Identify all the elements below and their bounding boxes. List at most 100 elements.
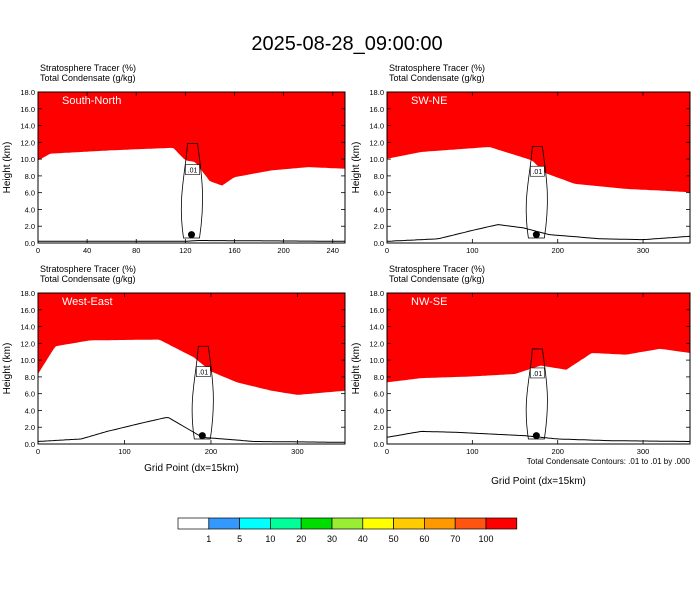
plot-frame	[386, 91, 691, 244]
y-tick-label: 6.0	[374, 189, 384, 198]
plot-frame	[37, 91, 346, 244]
panel-label: NW-SE	[411, 296, 447, 308]
panel-label: West-East	[62, 296, 113, 308]
colorbar-label: 70	[450, 534, 460, 544]
y-tick-label: 10.0	[20, 155, 35, 164]
x-axis-label: Grid Point (dx=15km)	[491, 476, 586, 487]
plot-frame	[386, 292, 691, 445]
y-tick-label: 16.0	[20, 105, 35, 114]
y-tick-label: 12.0	[20, 339, 35, 348]
y-tick-label: 0.0	[374, 440, 384, 449]
y-tick-label: 16.0	[369, 306, 384, 315]
y-tick-label: 10.0	[20, 356, 35, 365]
header-line1: Stratosphere Tracer (%)	[40, 264, 136, 274]
y-tick-label: 8.0	[25, 172, 35, 181]
x-tick-label: 300	[291, 447, 304, 456]
x-tick-label: 40	[83, 246, 91, 255]
location-marker	[188, 231, 195, 239]
colorbar-swatch	[454, 517, 487, 530]
colorbar-swatch	[300, 517, 333, 530]
location-marker	[532, 432, 540, 440]
colorbar: 1 5 10 20 30 40 50 60 70 100	[177, 517, 518, 544]
footnote: Total Condensate Contours: .01 to .01 by…	[527, 457, 691, 466]
x-tick-label: 240	[326, 246, 339, 255]
y-tick-label: 10.0	[369, 356, 384, 365]
contour-label-box	[530, 367, 545, 379]
y-tick-label: 4.0	[25, 406, 35, 415]
y-tick-label: 6.0	[374, 390, 384, 399]
terrain-line	[387, 224, 690, 242]
header-line2: Total Condensate (g/kg)	[40, 274, 136, 284]
tracer-core	[387, 92, 690, 162]
y-tick-label: 10.0	[369, 155, 384, 164]
location-marker	[532, 231, 540, 239]
y-axis-label: Height (km)	[2, 343, 13, 395]
y-tick-label: 18.0	[369, 88, 384, 97]
y-tick-label: 6.0	[25, 390, 35, 399]
chart-panel: .01 South-North Stratosphere Tracer (%)Tot…	[2, 63, 346, 255]
colorbar-swatch	[270, 517, 302, 530]
header-line1: Stratosphere Tracer (%)	[40, 63, 136, 73]
condensate-contour	[525, 348, 548, 440]
y-axis-label: Height (km)	[2, 142, 13, 194]
y-axis-label: Height (km)	[351, 343, 362, 395]
y-tick-label: 14.0	[369, 122, 384, 131]
y-tick-label: 18.0	[369, 289, 384, 298]
plot-area: .01	[38, 92, 345, 242]
x-tick-label: 100	[466, 447, 479, 456]
colorbar-swatch	[239, 517, 271, 530]
colorbar-swatch	[331, 517, 364, 530]
colorbar-swatch	[177, 517, 210, 530]
y-tick-label: 18.0	[20, 88, 35, 97]
header-line2: Total Condensate (g/kg)	[389, 73, 485, 83]
tracer-core	[38, 92, 345, 155]
panel-label: SW-NE	[411, 95, 447, 107]
plot-area: .01	[38, 293, 345, 443]
colorbar-label: 50	[389, 534, 399, 544]
x-tick-label: 0	[36, 246, 40, 255]
y-tick-label: 4.0	[374, 205, 384, 214]
colorbar-label: 1	[206, 534, 211, 544]
colorbar-swatch	[393, 517, 425, 530]
colorbar-label: 20	[296, 534, 306, 544]
plot-area: .01	[387, 92, 690, 242]
y-tick-label: 12.0	[369, 138, 384, 147]
y-tick-label: 12.0	[20, 138, 35, 147]
panel-label: South-North	[62, 95, 121, 107]
header-line2: Total Condensate (g/kg)	[389, 274, 485, 284]
x-tick-label: 300	[637, 246, 650, 255]
y-tick-label: 14.0	[20, 323, 35, 332]
x-tick-label: 80	[132, 246, 140, 255]
condensate-contour	[525, 146, 548, 239]
y-axis-label: Height (km)	[351, 142, 362, 194]
contour-label: .01	[532, 371, 542, 378]
x-tick-label: 300	[637, 447, 650, 456]
y-tick-label: 8.0	[25, 373, 35, 382]
x-tick-label: 100	[466, 246, 479, 255]
y-tick-label: 6.0	[25, 189, 35, 198]
plot-area: .01	[387, 293, 690, 442]
y-tick-label: 14.0	[20, 122, 35, 131]
x-tick-label: 200	[277, 246, 290, 255]
colorbar-label: 10	[265, 534, 275, 544]
y-tick-label: 16.0	[20, 306, 35, 315]
colorbar-swatch	[362, 517, 394, 530]
y-tick-label: 0.0	[374, 239, 384, 248]
y-tick-label: 4.0	[374, 406, 384, 415]
contour-label-box	[530, 165, 545, 177]
x-tick-label: 160	[228, 246, 241, 255]
location-marker	[198, 432, 206, 440]
y-tick-label: 8.0	[374, 373, 384, 382]
colorbar-label: 40	[358, 534, 368, 544]
chart-panel: .01 SW-NE Stratosphere Tracer (%)Total Con…	[351, 63, 691, 255]
y-tick-label: 2.0	[374, 222, 384, 231]
contour-label: .01	[198, 370, 208, 377]
colorbar-label: 60	[419, 534, 429, 544]
x-tick-label: 100	[118, 447, 131, 456]
x-tick-label: 200	[551, 447, 564, 456]
y-tick-label: 8.0	[374, 172, 384, 181]
x-tick-label: 200	[551, 246, 564, 255]
